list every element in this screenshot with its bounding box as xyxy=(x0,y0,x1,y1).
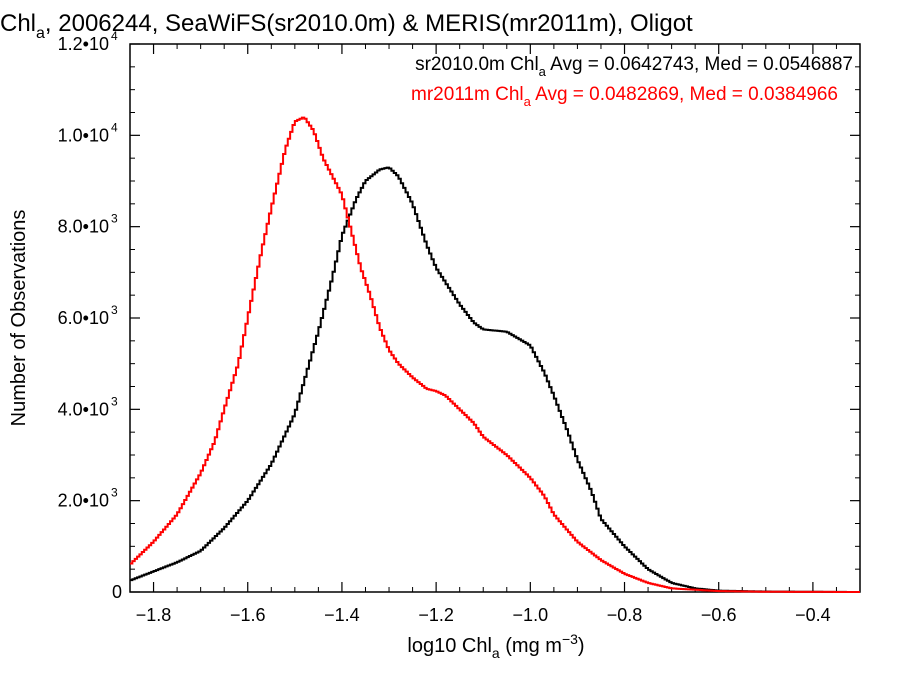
x-axis-label: log10 Chla (mg m−3) xyxy=(407,631,584,661)
y-tick-exponent: 4 xyxy=(111,29,118,43)
axis-ticks xyxy=(130,43,861,593)
x-tick-label: −1.8 xyxy=(136,605,172,625)
y-tick-exponent: 3 xyxy=(111,394,118,408)
series-sr2010.0m-histogram xyxy=(130,166,860,593)
x-tick-label: −1.6 xyxy=(230,605,266,625)
y-axis-label: Number of Observations xyxy=(8,210,30,427)
x-tick-labels: −1.8 −1.6 −1.4 −1.2 −1.0 −0.8 −0.6 −0.4 xyxy=(136,605,831,625)
y-tick-label: 2.0•10 xyxy=(58,491,109,511)
x-tick-label: −1.4 xyxy=(324,605,360,625)
y-tick-exponent: 3 xyxy=(111,212,118,226)
y-tick-exponent: 3 xyxy=(111,303,118,317)
y-tick-label: 4.0•10 xyxy=(58,399,109,419)
x-tick-label: −1.0 xyxy=(513,605,549,625)
y-tick-exponent: 4 xyxy=(111,120,118,134)
y-tick-exponent: 3 xyxy=(111,486,118,500)
y-tick-label: 1.0•10 xyxy=(58,125,109,145)
y-tick-label: 8.0•10 xyxy=(58,217,109,237)
series-layer xyxy=(130,116,860,593)
y-tick-label: 6.0•10 xyxy=(58,308,109,328)
y-tick-label: 1.2•10 xyxy=(58,34,109,54)
y-tick-label: 0 xyxy=(112,582,122,602)
x-tick-label: −1.2 xyxy=(418,605,454,625)
y-tick-labels: 02.0•10 34.0•10 36.0•10 38.0•10 31.0•10 41.2•… xyxy=(58,29,122,602)
legend-entry-sr2010: sr2010.0m Chla Avg = 0.0642743, Med = 0.… xyxy=(415,54,853,79)
x-tick-label: −0.6 xyxy=(701,605,737,625)
series-mr2011m-histogram xyxy=(130,116,860,593)
x-tick-label: −0.4 xyxy=(795,605,831,625)
legend-entry-mr2011: mr2011m Chla Avg = 0.0482869, Med = 0.03… xyxy=(411,84,838,109)
x-tick-label: −0.8 xyxy=(607,605,643,625)
chart-title: Chla, 2006244, SeaWiFS(sr2010.0m) & MERI… xyxy=(0,10,693,42)
